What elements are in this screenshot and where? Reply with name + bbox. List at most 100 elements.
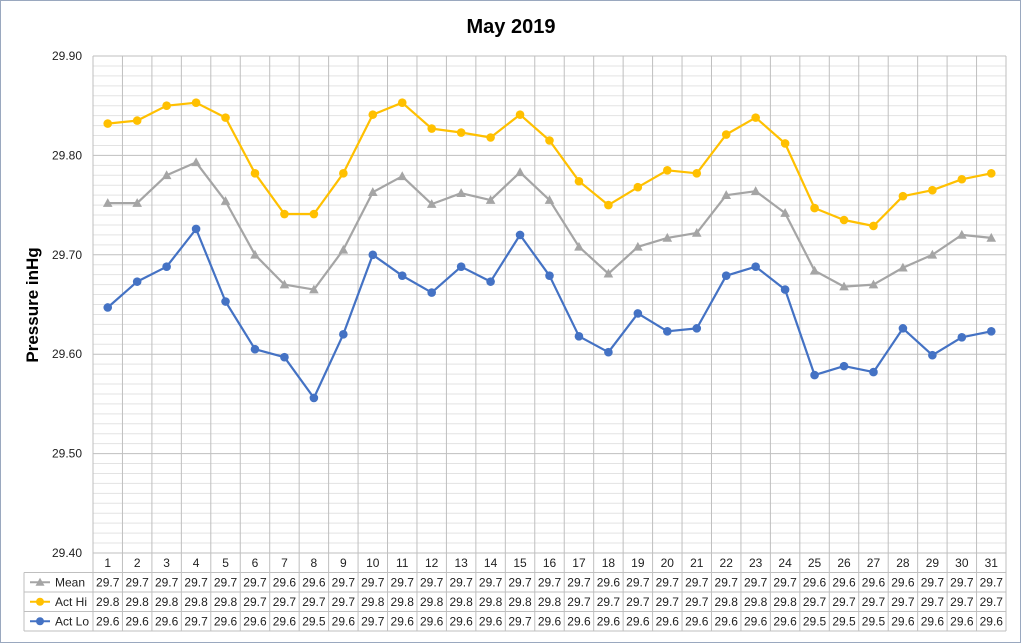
data-table: 1 2 3 4 5 6 7 8 9 10 11 12 13 14 15 16 17 18 19 20 21 22 23 24 2… xyxy=(23,56,1007,632)
x-tick-label: 14 xyxy=(484,556,498,570)
table-cell: 29.6 xyxy=(214,614,238,628)
data-point-circle xyxy=(221,297,230,306)
x-tick-label: 21 xyxy=(690,556,704,570)
x-tick-label: 13 xyxy=(454,556,468,570)
x-tick-label: 12 xyxy=(425,556,439,570)
data-point-triangle xyxy=(927,249,938,259)
data-point-triangle xyxy=(633,241,643,251)
data-point-circle xyxy=(810,203,819,213)
table-cell: 29.6 xyxy=(449,614,473,628)
x-tick-label: 3 xyxy=(163,556,170,570)
table-cell: 29.7 xyxy=(508,614,532,628)
data-point-circle xyxy=(957,333,967,342)
x-tick-label: 2 xyxy=(134,556,141,570)
table-cell: 29.7 xyxy=(214,575,238,589)
y-tick-label: 29.50 xyxy=(52,447,82,461)
table-cell: 29.6 xyxy=(420,614,444,628)
table-cell: 29.7 xyxy=(656,595,680,609)
data-point-circle xyxy=(368,110,378,119)
table-cell: 29.7 xyxy=(391,575,415,589)
data-point-circle xyxy=(427,124,436,133)
data-point-triangle xyxy=(662,232,673,242)
data-point-circle xyxy=(280,352,289,362)
table-cell: 29.8 xyxy=(538,595,562,609)
data-point-circle xyxy=(574,176,584,186)
legend-circle-marker xyxy=(36,597,44,606)
table-cell: 29.6 xyxy=(832,575,856,589)
legend-label: Act Lo xyxy=(55,614,89,628)
table-cell: 29.7 xyxy=(125,575,149,589)
data-point-circle xyxy=(191,224,201,234)
data-point-circle xyxy=(986,168,996,178)
table-cell: 29.5 xyxy=(832,614,856,628)
data-point-triangle xyxy=(161,170,172,180)
legend-circle-marker xyxy=(36,617,44,626)
table-cell: 29.7 xyxy=(332,575,356,589)
legend-label: Mean xyxy=(55,575,85,589)
table-cell: 29.6 xyxy=(891,575,915,589)
table-cell: 29.7 xyxy=(96,575,120,589)
data-point-triangle xyxy=(132,198,142,207)
data-point-triangle xyxy=(456,188,466,197)
x-tick-label: 10 xyxy=(366,556,380,570)
data-point-circle xyxy=(986,327,996,336)
data-point-circle xyxy=(604,200,613,210)
data-point-circle xyxy=(839,361,849,371)
data-point-circle xyxy=(456,128,466,137)
x-tick-label: 27 xyxy=(867,556,881,570)
data-point-triangle xyxy=(279,279,290,289)
table-cell: 29.8 xyxy=(214,595,238,609)
table-cell: 29.8 xyxy=(420,595,444,609)
table-cell: 29.7 xyxy=(685,595,709,609)
y-axis-label: Pressure inHg xyxy=(23,247,42,362)
table-cell: 29.7 xyxy=(626,595,650,609)
x-tick-label: 31 xyxy=(985,556,999,570)
table-cell: 29.8 xyxy=(125,595,149,609)
data-point-triangle xyxy=(515,167,525,177)
data-point-circle xyxy=(869,367,878,377)
table-cell: 29.6 xyxy=(685,614,709,628)
table-cell: 29.6 xyxy=(921,614,945,628)
table-cell: 29.7 xyxy=(508,575,532,589)
table-cell: 29.6 xyxy=(744,614,768,628)
data-point-circle xyxy=(839,215,849,225)
data-point-circle xyxy=(397,271,407,280)
data-point-circle xyxy=(250,168,260,178)
data-point-triangle xyxy=(721,190,732,199)
data-point-circle xyxy=(869,221,878,231)
data-point-triangle xyxy=(426,199,437,208)
table-cell: 29.7 xyxy=(950,575,974,589)
table-cell: 29.7 xyxy=(449,575,473,589)
table-cell: 29.6 xyxy=(773,614,797,628)
data-point-circle xyxy=(339,168,348,178)
data-point-circle xyxy=(132,277,142,286)
data-point-circle xyxy=(928,185,937,195)
table-cell: 29.7 xyxy=(567,595,591,609)
table-cell: 29.6 xyxy=(96,614,120,628)
x-tick-label: 19 xyxy=(631,556,645,570)
table-cell: 29.7 xyxy=(626,575,650,589)
x-tick-label: 24 xyxy=(778,556,792,570)
table-cell: 29.6 xyxy=(656,614,680,628)
x-tick-label: 1 xyxy=(104,556,111,570)
legend-triangle-marker xyxy=(35,577,45,586)
data-point-circle xyxy=(545,136,554,145)
data-point-circle xyxy=(810,370,819,380)
table-cell: 29.7 xyxy=(332,595,356,609)
data-point-triangle xyxy=(868,279,879,289)
table-cell: 29.7 xyxy=(184,575,208,589)
table-cell: 29.7 xyxy=(361,575,385,589)
table-cell: 29.8 xyxy=(508,595,532,609)
data-point-triangle xyxy=(485,195,496,204)
data-point-triangle xyxy=(691,227,702,237)
x-tick-label: 16 xyxy=(543,556,557,570)
y-tick-label: 29.60 xyxy=(52,347,82,361)
data-point-circle xyxy=(515,230,525,240)
table-cell: 29.8 xyxy=(391,595,415,609)
y-axis-ticks: 29.40 29.50 29.60 29.70 29.80 29.90 xyxy=(52,49,82,560)
data-point-triangle xyxy=(220,196,231,205)
table-cell: 29.6 xyxy=(597,614,621,628)
table-cell: 29.8 xyxy=(715,595,739,609)
data-point-circle xyxy=(780,139,790,148)
legend-label: Act Hi xyxy=(55,595,87,609)
